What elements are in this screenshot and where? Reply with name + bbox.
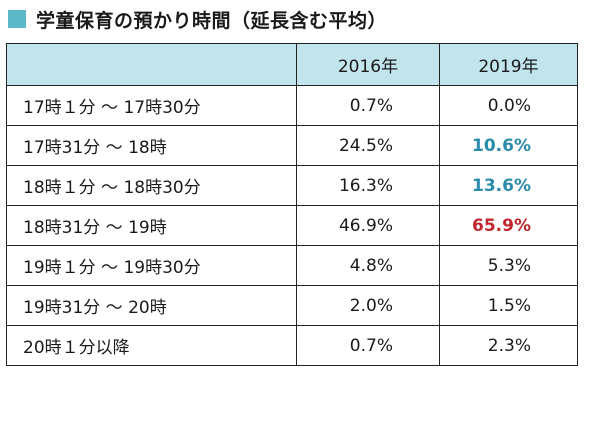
childcare-hours-table: 2016年 2019年 17時１分 ～ 17時30分 0.7% 0.0% 17時… bbox=[6, 43, 578, 366]
value-2016: 0.7% bbox=[296, 85, 440, 126]
value-2016: 46.9% bbox=[296, 205, 440, 246]
row-label: 19時31分 ～ 20時 bbox=[6, 285, 297, 326]
table-row: 18時１分 ～ 18時30分 16.3% 13.6% bbox=[6, 165, 578, 206]
table-row: 20時１分以降 0.7% 2.3% bbox=[6, 325, 578, 366]
value-2019-highlighted: 13.6% bbox=[439, 165, 578, 206]
value-2019-highlighted: 65.9% bbox=[439, 205, 578, 246]
row-label: 17時１分 ～ 17時30分 bbox=[6, 85, 297, 126]
row-label: 18時31分 ～ 19時 bbox=[6, 205, 297, 246]
table-row: 17時１分 ～ 17時30分 0.7% 0.0% bbox=[6, 85, 578, 126]
value-2019: 2.3% bbox=[439, 325, 578, 366]
row-label: 17時31分 ～ 18時 bbox=[6, 125, 297, 166]
value-2019-highlighted: 10.6% bbox=[439, 125, 578, 166]
row-label: 20時１分以降 bbox=[6, 325, 297, 366]
row-label: 19時１分 ～ 19時30分 bbox=[6, 245, 297, 286]
table-header-row: 2016年 2019年 bbox=[6, 43, 578, 86]
value-2019: 5.3% bbox=[439, 245, 578, 286]
value-2019: 0.0% bbox=[439, 85, 578, 126]
table-row: 19時31分 ～ 20時 2.0% 1.5% bbox=[6, 285, 578, 326]
title-row: 学童保育の預かり時間（延長含む平均） bbox=[8, 7, 388, 32]
title-square-icon bbox=[8, 10, 26, 28]
value-2016: 24.5% bbox=[296, 125, 440, 166]
row-label: 18時１分 ～ 18時30分 bbox=[6, 165, 297, 206]
value-2019: 1.5% bbox=[439, 285, 578, 326]
page-title: 学童保育の預かり時間（延長含む平均） bbox=[36, 9, 388, 32]
table-row: 17時31分 ～ 18時 24.5% 10.6% bbox=[6, 125, 578, 166]
table-row: 19時１分 ～ 19時30分 4.8% 5.3% bbox=[6, 245, 578, 286]
table-row: 18時31分 ～ 19時 46.9% 65.9% bbox=[6, 205, 578, 246]
header-cell-2019: 2019年 bbox=[439, 43, 578, 86]
value-2016: 2.0% bbox=[296, 285, 440, 326]
value-2016: 16.3% bbox=[296, 165, 440, 206]
header-cell-2016: 2016年 bbox=[296, 43, 440, 86]
header-cell-label bbox=[6, 43, 297, 86]
value-2016: 0.7% bbox=[296, 325, 440, 366]
value-2016: 4.8% bbox=[296, 245, 440, 286]
